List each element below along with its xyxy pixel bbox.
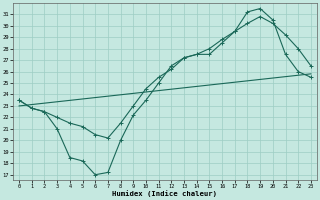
X-axis label: Humidex (Indice chaleur): Humidex (Indice chaleur) bbox=[113, 190, 218, 197]
